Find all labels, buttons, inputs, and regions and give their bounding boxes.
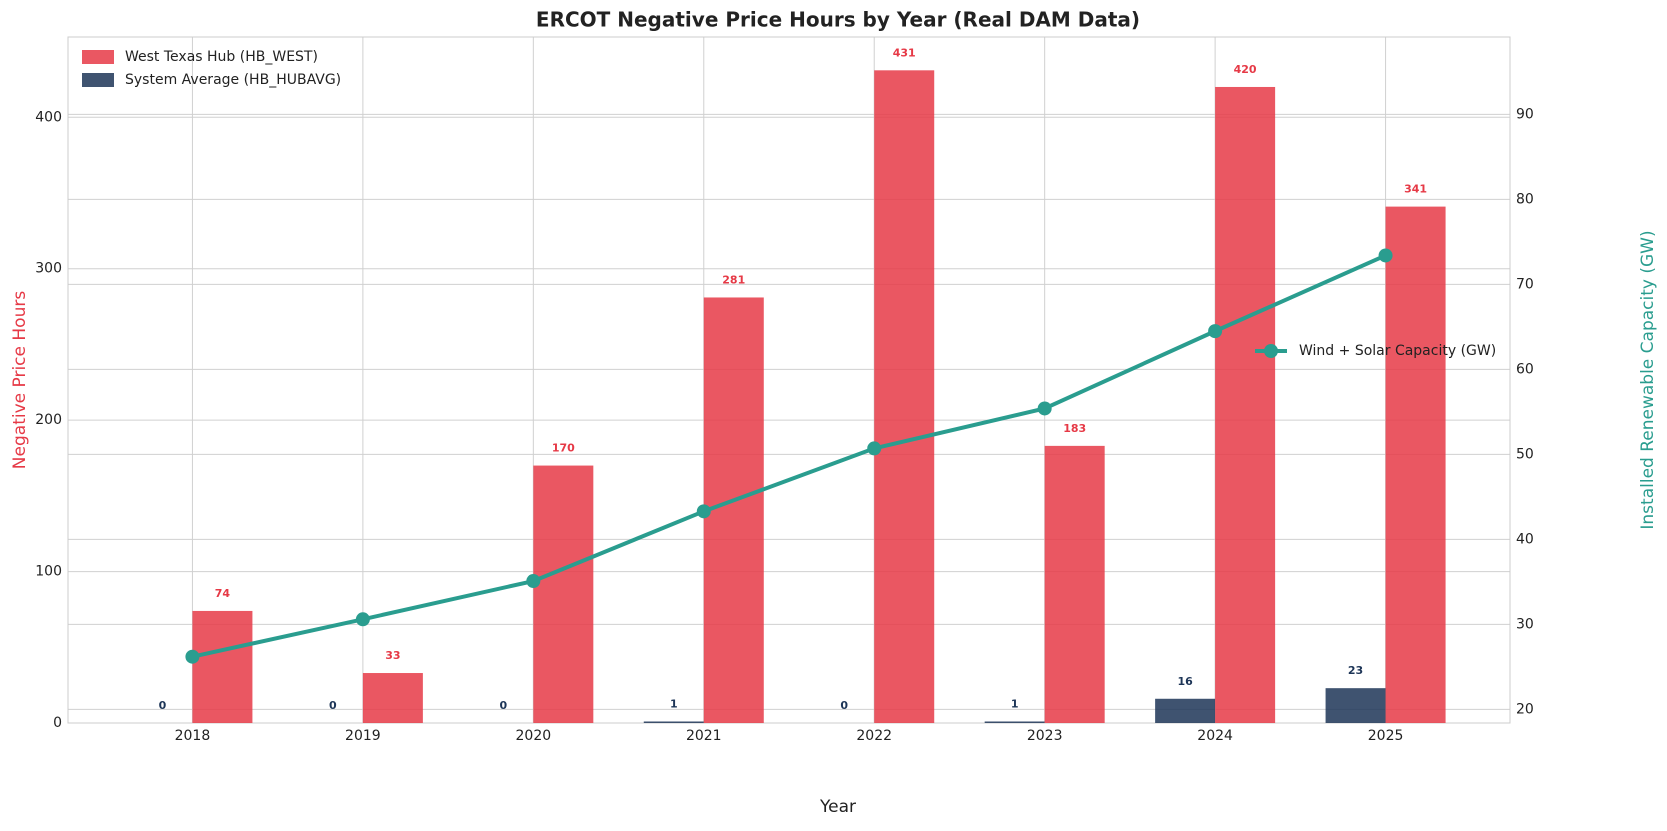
bar — [1385, 206, 1446, 724]
data-label: 16 — [1177, 675, 1193, 688]
y-tick-label: 200 — [35, 412, 62, 428]
y-tick-label: 100 — [35, 564, 62, 580]
data-label: 281 — [722, 273, 745, 286]
legend-label: System Average (HB_HUBAVG) — [125, 72, 341, 88]
bar — [362, 673, 423, 723]
legend-label: West Texas Hub (HB_WEST) — [125, 49, 318, 65]
bar — [1215, 86, 1276, 723]
legend-marker — [1264, 344, 1278, 358]
bar — [703, 297, 764, 723]
data-label: 23 — [1348, 664, 1363, 677]
data-label: 33 — [385, 649, 400, 662]
y2-tick-label: 50 — [1516, 446, 1534, 462]
bar — [1044, 445, 1105, 723]
data-label: 1 — [670, 697, 678, 710]
data-label: 420 — [1234, 63, 1257, 76]
bar — [1155, 698, 1216, 723]
line-point — [1208, 324, 1223, 339]
line-point — [1037, 401, 1052, 416]
y-tick-label: 400 — [35, 109, 62, 125]
legend-swatch — [82, 50, 114, 64]
data-label: 0 — [499, 699, 507, 712]
data-label: 1 — [1011, 697, 1019, 710]
data-label: 431 — [893, 46, 916, 59]
line — [191, 253, 1387, 659]
y-axis-label: Negative Price Hours — [10, 291, 30, 470]
plot-frame — [67, 36, 1511, 724]
x-tick-label: 2023 — [1027, 728, 1063, 744]
x-tick-label: 2018 — [175, 728, 211, 744]
data-label: 0 — [329, 699, 337, 712]
bar — [533, 465, 594, 723]
data-label: 0 — [159, 699, 167, 712]
data-label: 183 — [1063, 422, 1086, 435]
data-label: 0 — [840, 699, 848, 712]
y2-tick-label: 70 — [1516, 276, 1534, 292]
legend-swatch — [82, 73, 114, 87]
data-label: 341 — [1404, 183, 1427, 196]
line-point — [696, 504, 711, 519]
x-tick-label: 2020 — [516, 728, 552, 744]
line-point — [526, 574, 541, 589]
y2-axis-label: Installed Renewable Capacity (GW) — [1638, 230, 1658, 529]
y2-tick-label: 90 — [1516, 106, 1534, 122]
y-tick-label: 300 — [35, 261, 62, 277]
line-point — [355, 612, 370, 627]
line-point — [185, 649, 200, 664]
data-label: 170 — [552, 442, 575, 455]
bar — [874, 70, 935, 723]
y2-tick-label: 60 — [1516, 361, 1534, 377]
chart-title: ERCOT Negative Price Hours by Year (Real… — [536, 8, 1140, 32]
y2-tick-label: 40 — [1516, 531, 1534, 547]
x-tick-label: 2019 — [345, 728, 381, 744]
line-point — [867, 441, 882, 456]
y2-tick-label: 30 — [1516, 616, 1534, 632]
data-label: 74 — [215, 587, 231, 600]
y-tick-label: 0 — [53, 715, 62, 731]
bar — [643, 721, 704, 723]
bar — [984, 721, 1045, 723]
y2-tick-label: 80 — [1516, 191, 1534, 207]
x-axis-label: Year — [819, 797, 856, 817]
bar — [1325, 688, 1386, 723]
bar — [192, 610, 253, 723]
y2-tick-label: 20 — [1516, 701, 1534, 717]
line-point — [1378, 248, 1393, 263]
legend-label: Wind + Solar Capacity (GW) — [1299, 343, 1496, 359]
x-tick-label: 2025 — [1368, 728, 1404, 744]
x-tick-label: 2021 — [686, 728, 722, 744]
x-tick-label: 2024 — [1197, 728, 1233, 744]
x-tick-label: 2022 — [856, 728, 892, 744]
